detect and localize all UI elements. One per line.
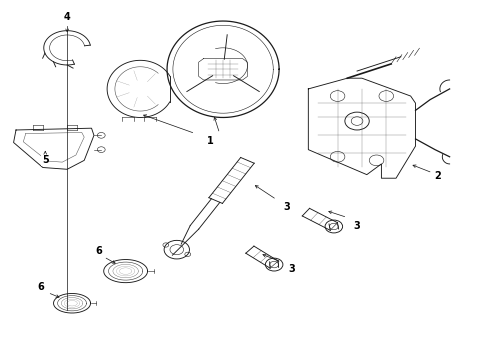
Text: 3: 3: [283, 202, 290, 212]
Text: 4: 4: [64, 13, 71, 22]
Text: 6: 6: [96, 247, 102, 256]
Text: 3: 3: [288, 264, 294, 274]
Text: 5: 5: [42, 156, 49, 165]
Text: 1: 1: [207, 136, 213, 146]
Text: 2: 2: [434, 171, 441, 181]
Text: 6: 6: [37, 282, 44, 292]
Text: 3: 3: [354, 221, 361, 231]
